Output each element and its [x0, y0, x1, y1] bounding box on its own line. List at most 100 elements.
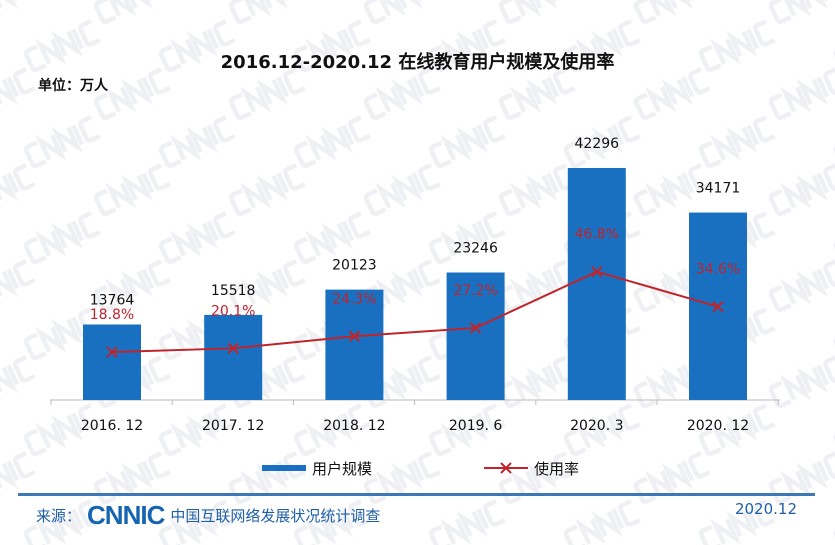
- watermark-logo: [93, 0, 171, 24]
- legend-line-marker: [500, 462, 512, 474]
- bar-value-label: 34171: [696, 181, 741, 197]
- watermark-logo: [228, 0, 306, 24]
- watermark-logo: [633, 163, 711, 216]
- chart-title: 2016.12-2020.12 在线教育用户规模及使用率: [220, 52, 615, 73]
- watermark-logo: [428, 115, 506, 168]
- line-marker: [712, 300, 724, 313]
- watermark-logo: [228, 163, 306, 216]
- watermark-logo: [158, 211, 236, 264]
- watermark-logo: [563, 403, 641, 456]
- watermark-logo: [428, 19, 506, 72]
- bar: [204, 314, 263, 400]
- watermark-logo: [93, 259, 171, 312]
- watermark-logo: [93, 67, 171, 120]
- bar-value-label: 42296: [575, 136, 620, 152]
- bar-value-label: 13764: [90, 293, 135, 309]
- watermark-logo: [768, 355, 835, 408]
- x-tick-label: 2018. 12: [323, 418, 385, 434]
- x-tick-label: 2020. 3: [570, 418, 623, 434]
- watermark-logo: [158, 19, 236, 72]
- watermark-logo: [293, 211, 371, 264]
- watermark-logo: [158, 307, 236, 360]
- line-value-label: 18.8%: [90, 307, 134, 323]
- watermark-logo: [768, 0, 835, 24]
- watermark-logo: [23, 115, 101, 168]
- watermark-logo: [158, 403, 236, 456]
- watermark-logo: [428, 499, 506, 545]
- line-value-label: 27.2%: [453, 283, 497, 299]
- watermark-logo: [93, 163, 171, 216]
- watermark-logo: [0, 355, 36, 408]
- watermark-logo: [293, 499, 371, 545]
- watermark-logo: [498, 67, 576, 120]
- cnnic-logo: CNNIC: [87, 500, 165, 530]
- bar-value-label: 23246: [453, 240, 498, 256]
- x-tick-label: 2016. 12: [81, 418, 143, 434]
- watermark-logo: [698, 115, 776, 168]
- legend-bar-swatch: [262, 465, 306, 471]
- watermark-logo: [0, 451, 36, 504]
- watermark-logo: [633, 67, 711, 120]
- watermark-logo: [768, 259, 835, 312]
- watermark-logo: [633, 355, 711, 408]
- watermark-logo: [698, 19, 776, 72]
- bar: [83, 324, 141, 400]
- watermark-logo: [428, 403, 506, 456]
- source-label: 来源：: [36, 507, 82, 525]
- watermark-logo: [23, 19, 101, 72]
- watermark-logo: [363, 163, 441, 216]
- watermark-logo: [633, 259, 711, 312]
- watermark-logo: [563, 499, 641, 545]
- watermark-logo: [498, 0, 576, 24]
- line-marker: [106, 346, 118, 358]
- bar: [446, 272, 505, 400]
- line-series: [111, 270, 719, 354]
- watermark-logo: [23, 211, 101, 264]
- source-name: 中国互联网络发展状况统计调查: [170, 507, 381, 525]
- watermark-logo: [0, 163, 36, 216]
- watermark-logo: [768, 163, 835, 216]
- watermark-logo: [633, 0, 711, 24]
- line-value-label: 34.6%: [696, 262, 740, 278]
- legend-bar-label: 用户规模: [312, 460, 372, 478]
- chart-plot: 13764 2016. 12 15518 2017. 12 20123 2018. 12 2…: [50, 136, 780, 478]
- watermark-logo: [293, 403, 371, 456]
- watermark-logo: [23, 499, 101, 545]
- watermark-logo: [363, 0, 441, 24]
- watermark-logo: [228, 67, 306, 120]
- watermark-logo: [293, 115, 371, 168]
- line-value-label: 46.8%: [575, 227, 619, 243]
- line-marker: [469, 322, 482, 334]
- watermark-logo: [698, 499, 776, 545]
- footer-divider: [18, 493, 815, 496]
- watermark-logo: [768, 67, 835, 120]
- line-marker: [591, 265, 603, 278]
- legend-line-label: 使用率: [534, 460, 579, 478]
- line-value-label: 20.1%: [211, 303, 255, 319]
- line-value-label: 24.3%: [332, 291, 376, 307]
- bar: [325, 289, 384, 400]
- line-marker: [227, 342, 239, 355]
- watermark-logo: [158, 115, 236, 168]
- x-tick-label: 2017. 12: [202, 418, 264, 434]
- watermark-logo: [23, 307, 101, 360]
- unit-label: 单位：万人: [38, 78, 108, 94]
- footer-source: 来源： CNNIC 中国互联网络发展状况统计调查: [36, 500, 380, 531]
- watermark-logo: [228, 259, 306, 312]
- bar-value-label: 15518: [211, 283, 256, 299]
- watermark-logo: [0, 259, 36, 312]
- bar: [567, 168, 626, 400]
- x-tick-label: 2020. 12: [687, 418, 749, 434]
- footer-date: 2020.12: [734, 500, 797, 518]
- watermark-logo: [563, 115, 641, 168]
- watermark-logo: [158, 499, 236, 545]
- watermark-logo: [428, 211, 506, 264]
- watermark-logo: [698, 403, 776, 456]
- watermark-logo: [498, 163, 576, 216]
- watermark-logo: [23, 403, 101, 456]
- line-marker: [348, 330, 361, 342]
- x-tick-label: 2019. 6: [449, 418, 503, 434]
- watermark-logo: [0, 67, 36, 120]
- watermark-logo: [293, 19, 371, 72]
